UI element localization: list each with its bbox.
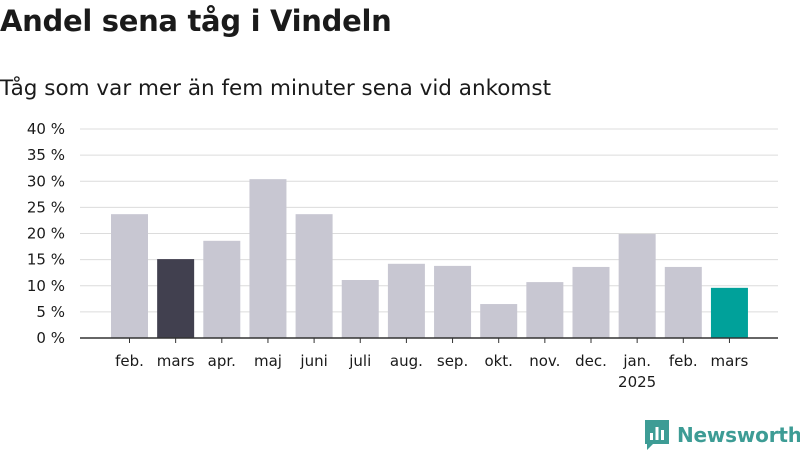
x-tick-label: okt. [484, 352, 513, 370]
bar [341, 280, 379, 338]
bar [295, 214, 333, 338]
bar [526, 282, 564, 338]
y-tick-label: 10 % [27, 277, 65, 295]
y-tick-label: 20 % [27, 225, 65, 243]
y-tick-label: 35 % [27, 146, 65, 164]
bars [111, 179, 748, 338]
bar [387, 263, 425, 338]
grid-lines [80, 128, 778, 313]
y-axis: 0 % 5 % 10 % 15 % 20 % 25 % 30 % 35 % 40 % [27, 120, 65, 347]
y-tick-label: 0 % [36, 329, 65, 347]
chart-subtitle: Tåg som var mer än fem minuter sena vid … [0, 76, 552, 101]
bar [710, 287, 748, 338]
newsworthy-logo-icon [645, 420, 669, 450]
x-tick-label: apr. [208, 352, 236, 370]
bar [664, 266, 702, 338]
bar [480, 304, 518, 338]
y-tick-label: 5 % [36, 303, 65, 321]
chart-title: Andel sena tåg i Vindeln [0, 4, 392, 38]
x-tick-label: mars [711, 352, 749, 370]
bar [203, 240, 241, 338]
x-tick-label: juni [299, 352, 327, 370]
y-tick-label: 40 % [27, 120, 65, 138]
brand-name: Newsworthy [677, 423, 800, 447]
x-tick-label: nov. [529, 352, 560, 370]
bar [434, 265, 472, 338]
x-tick-label: sep. [437, 352, 468, 370]
y-tick-label: 25 % [27, 198, 65, 216]
bar [157, 259, 195, 338]
x-tick-label: aug. [390, 352, 423, 370]
x-tick-label: feb. [669, 352, 698, 370]
brand-logo: Newsworthy [644, 419, 800, 451]
bar [618, 234, 656, 338]
x-tick-label: mars [157, 352, 195, 370]
x-axis: feb. mars apr. maj juni juli aug. sep. okt. nov. d… [80, 337, 778, 391]
x-tick-sublabel: 2025 [618, 373, 656, 391]
bar [111, 214, 148, 338]
x-tick-label: feb. [115, 352, 144, 370]
bar [249, 179, 287, 338]
x-tick-label: juli [348, 352, 371, 370]
x-tick-label: dec. [575, 352, 607, 370]
x-tick-label: maj [254, 352, 282, 370]
bar [572, 266, 610, 338]
x-tick-label: jan. [622, 352, 651, 370]
y-tick-label: 15 % [27, 251, 65, 269]
y-tick-label: 30 % [27, 172, 65, 190]
